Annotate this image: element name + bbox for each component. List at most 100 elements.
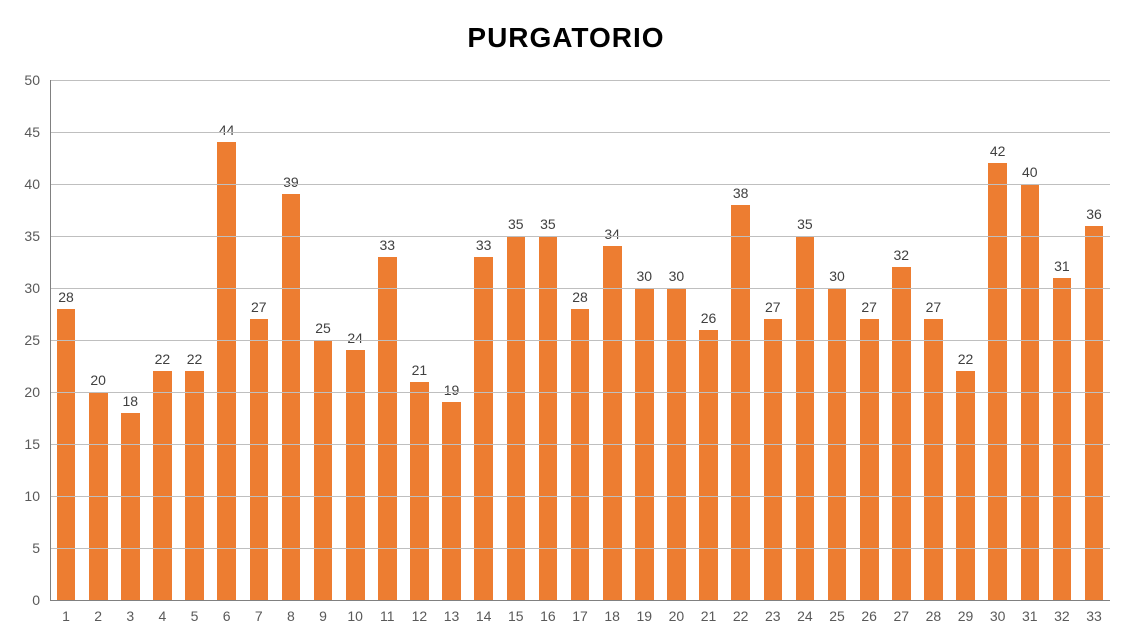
bar <box>121 413 140 600</box>
bar <box>250 319 269 600</box>
bar <box>57 309 76 600</box>
x-tick-label: 23 <box>765 608 781 624</box>
x-axis-line <box>50 600 1110 601</box>
value-label: 27 <box>861 299 877 315</box>
value-label: 19 <box>444 382 460 398</box>
bar <box>699 330 718 600</box>
bar <box>956 371 975 600</box>
bar <box>539 236 558 600</box>
bar <box>796 236 815 600</box>
x-tick-label: 9 <box>319 608 327 624</box>
value-label: 30 <box>829 268 845 284</box>
gridline <box>50 80 1110 81</box>
plot-area: 2812021832242254462773982592410331121121… <box>50 80 1110 600</box>
gridline <box>50 340 1110 341</box>
value-label: 25 <box>315 320 331 336</box>
bar <box>217 142 236 600</box>
x-tick-label: 27 <box>894 608 910 624</box>
x-tick-label: 7 <box>255 608 263 624</box>
x-tick-label: 5 <box>191 608 199 624</box>
value-label: 27 <box>765 299 781 315</box>
bar <box>314 340 333 600</box>
x-tick-label: 29 <box>958 608 974 624</box>
x-tick-label: 17 <box>572 608 588 624</box>
gridline <box>50 236 1110 237</box>
bar <box>731 205 750 600</box>
value-label: 30 <box>637 268 653 284</box>
value-label: 34 <box>604 226 620 242</box>
x-tick-label: 10 <box>347 608 363 624</box>
bar <box>410 382 429 600</box>
value-label: 28 <box>58 289 74 305</box>
gridline <box>50 392 1110 393</box>
bar <box>892 267 911 600</box>
x-tick-label: 15 <box>508 608 524 624</box>
x-tick-label: 14 <box>476 608 492 624</box>
x-tick-label: 21 <box>701 608 717 624</box>
x-tick-label: 28 <box>926 608 942 624</box>
x-tick-label: 30 <box>990 608 1006 624</box>
value-label: 33 <box>380 237 396 253</box>
x-tick-label: 22 <box>733 608 749 624</box>
value-label: 22 <box>958 351 974 367</box>
value-label: 32 <box>894 247 910 263</box>
x-tick-label: 3 <box>126 608 134 624</box>
value-label: 35 <box>540 216 556 232</box>
x-tick-label: 16 <box>540 608 556 624</box>
value-label: 35 <box>508 216 524 232</box>
value-label: 20 <box>90 372 106 388</box>
bar <box>924 319 943 600</box>
bar <box>507 236 526 600</box>
bar <box>185 371 204 600</box>
value-label: 42 <box>990 143 1006 159</box>
value-label: 36 <box>1086 206 1102 222</box>
value-label: 24 <box>347 330 363 346</box>
gridline <box>50 444 1110 445</box>
bar <box>860 319 879 600</box>
x-tick-label: 1 <box>62 608 70 624</box>
value-label: 18 <box>123 393 139 409</box>
x-tick-label: 33 <box>1086 608 1102 624</box>
value-label: 44 <box>219 122 235 138</box>
x-tick-label: 11 <box>380 608 395 624</box>
value-label: 30 <box>669 268 685 284</box>
value-label: 22 <box>155 351 171 367</box>
x-tick-label: 20 <box>669 608 685 624</box>
value-label: 31 <box>1054 258 1070 274</box>
x-tick-label: 13 <box>444 608 460 624</box>
y-axis-line <box>50 80 51 600</box>
bar <box>1085 226 1104 600</box>
x-tick-label: 25 <box>829 608 845 624</box>
gridline <box>50 288 1110 289</box>
x-tick-label: 8 <box>287 608 295 624</box>
x-tick-label: 4 <box>159 608 167 624</box>
value-label: 28 <box>572 289 588 305</box>
x-tick-label: 31 <box>1022 608 1038 624</box>
x-tick-label: 26 <box>861 608 877 624</box>
bar <box>1053 278 1072 600</box>
value-label: 35 <box>797 216 813 232</box>
x-tick-label: 32 <box>1054 608 1070 624</box>
bar <box>153 371 172 600</box>
purgatorio-bar-chart: PURGATORIO 28120218322422544627739825924… <box>0 0 1132 643</box>
value-label: 22 <box>187 351 203 367</box>
bar <box>988 163 1007 600</box>
value-label: 21 <box>412 362 428 378</box>
bar <box>571 309 590 600</box>
gridline <box>50 184 1110 185</box>
x-tick-label: 24 <box>797 608 813 624</box>
x-tick-label: 6 <box>223 608 231 624</box>
value-label: 40 <box>1022 164 1038 180</box>
x-tick-label: 19 <box>637 608 653 624</box>
value-label: 27 <box>926 299 942 315</box>
value-label: 38 <box>733 185 749 201</box>
gridline <box>50 548 1110 549</box>
x-tick-label: 2 <box>94 608 102 624</box>
value-label: 39 <box>283 174 299 190</box>
bar <box>442 402 461 600</box>
bar <box>346 350 365 600</box>
x-tick-label: 12 <box>412 608 428 624</box>
bar <box>282 194 301 600</box>
gridline <box>50 496 1110 497</box>
bar <box>603 246 622 600</box>
